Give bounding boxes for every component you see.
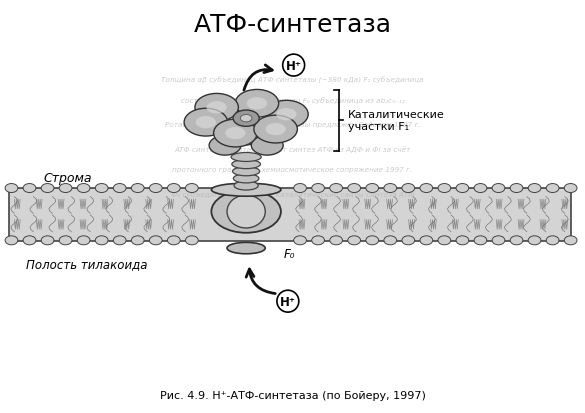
Ellipse shape bbox=[227, 243, 265, 254]
Circle shape bbox=[330, 236, 343, 245]
Circle shape bbox=[384, 184, 397, 193]
Circle shape bbox=[528, 184, 541, 193]
Circle shape bbox=[294, 184, 307, 193]
Ellipse shape bbox=[240, 115, 252, 123]
Circle shape bbox=[402, 236, 415, 245]
Text: Толщина αβ субъединиц АТФ синтетазы (~380 кДа) F₁ субъединица: Толщина αβ субъединиц АТФ синтетазы (~38… bbox=[161, 76, 424, 84]
Circle shape bbox=[330, 184, 343, 193]
Ellipse shape bbox=[233, 167, 260, 176]
Ellipse shape bbox=[196, 117, 216, 129]
Circle shape bbox=[95, 236, 108, 245]
Text: Ф₁ субъединица содержит каталитические сайты синтеза АТФ: Ф₁ субъединица содержит каталитические с… bbox=[171, 191, 414, 198]
Text: H⁺: H⁺ bbox=[280, 295, 296, 308]
Circle shape bbox=[77, 236, 90, 245]
Circle shape bbox=[59, 184, 72, 193]
Ellipse shape bbox=[225, 128, 246, 140]
Circle shape bbox=[23, 236, 36, 245]
Circle shape bbox=[185, 236, 198, 245]
Ellipse shape bbox=[232, 160, 260, 169]
Circle shape bbox=[41, 236, 54, 245]
Circle shape bbox=[113, 236, 126, 245]
Ellipse shape bbox=[266, 123, 286, 136]
Circle shape bbox=[167, 184, 180, 193]
Circle shape bbox=[132, 236, 144, 245]
Text: F₀: F₀ bbox=[284, 248, 295, 261]
Circle shape bbox=[348, 184, 360, 193]
Ellipse shape bbox=[252, 136, 283, 156]
Circle shape bbox=[420, 184, 433, 193]
Circle shape bbox=[528, 236, 541, 245]
Text: Рис. 4.9. Н⁺-АТФ-синтетаза (по Бойеру, 1997): Рис. 4.9. Н⁺-АТФ-синтетаза (по Бойеру, 1… bbox=[160, 390, 425, 400]
Text: протонного градиента хемиосмотическое сопряжение 1997 г.: протонного градиента хемиосмотическое со… bbox=[173, 167, 412, 173]
Circle shape bbox=[185, 184, 198, 193]
Circle shape bbox=[402, 184, 415, 193]
Ellipse shape bbox=[227, 196, 265, 228]
Circle shape bbox=[510, 184, 523, 193]
Circle shape bbox=[456, 184, 469, 193]
Circle shape bbox=[492, 236, 505, 245]
Circle shape bbox=[95, 184, 108, 193]
Text: H⁺: H⁺ bbox=[285, 59, 302, 72]
Ellipse shape bbox=[233, 111, 259, 127]
Circle shape bbox=[77, 184, 90, 193]
Circle shape bbox=[366, 236, 378, 245]
Circle shape bbox=[565, 184, 577, 193]
Text: Строма: Строма bbox=[43, 172, 92, 185]
Circle shape bbox=[167, 236, 180, 245]
Circle shape bbox=[565, 236, 577, 245]
Circle shape bbox=[384, 236, 397, 245]
Ellipse shape bbox=[247, 98, 267, 110]
Text: АТФ синтетаза катализирует синтез АТФ из АДФ и Фi за счёт: АТФ синтетаза катализирует синтез АТФ из… bbox=[174, 146, 411, 153]
Text: Полость тилакоида: Полость тилакоида bbox=[26, 257, 147, 271]
Circle shape bbox=[312, 236, 325, 245]
Circle shape bbox=[149, 236, 162, 245]
Circle shape bbox=[366, 184, 378, 193]
Ellipse shape bbox=[211, 184, 281, 197]
Ellipse shape bbox=[265, 101, 308, 129]
Circle shape bbox=[474, 184, 487, 193]
Circle shape bbox=[59, 236, 72, 245]
Text: Каталитические
участки F₁: Каталитические участки F₁ bbox=[347, 110, 444, 132]
Circle shape bbox=[5, 184, 18, 193]
Ellipse shape bbox=[231, 153, 261, 162]
Circle shape bbox=[546, 236, 559, 245]
Ellipse shape bbox=[209, 136, 241, 156]
Circle shape bbox=[420, 236, 433, 245]
Ellipse shape bbox=[233, 175, 259, 183]
Circle shape bbox=[23, 184, 36, 193]
Circle shape bbox=[312, 184, 325, 193]
Circle shape bbox=[546, 184, 559, 193]
Ellipse shape bbox=[195, 94, 238, 122]
Text: состоит из α₃β₃γδε субъединиц F₀ субъединица из ab₂c₉₋₁₂: состоит из α₃β₃γδε субъединиц F₀ субъеди… bbox=[181, 97, 404, 104]
Text: Ротационный катализ АТФ синтетазы предложен Бойером 1997 г.: Ротационный катализ АТФ синтетазы предло… bbox=[165, 122, 420, 128]
Circle shape bbox=[474, 236, 487, 245]
Ellipse shape bbox=[184, 109, 228, 137]
Ellipse shape bbox=[276, 109, 297, 121]
Circle shape bbox=[438, 236, 451, 245]
Circle shape bbox=[348, 236, 360, 245]
Circle shape bbox=[149, 184, 162, 193]
Circle shape bbox=[132, 184, 144, 193]
Circle shape bbox=[492, 184, 505, 193]
Bar bbox=[9, 188, 570, 241]
Ellipse shape bbox=[235, 90, 278, 118]
Text: АТФ-синтетаза: АТФ-синтетаза bbox=[194, 13, 391, 37]
Circle shape bbox=[438, 184, 451, 193]
Ellipse shape bbox=[211, 191, 281, 233]
Ellipse shape bbox=[254, 116, 297, 144]
Circle shape bbox=[113, 184, 126, 193]
Ellipse shape bbox=[207, 102, 227, 114]
Ellipse shape bbox=[234, 182, 258, 191]
Circle shape bbox=[5, 236, 18, 245]
Circle shape bbox=[510, 236, 523, 245]
Circle shape bbox=[294, 236, 307, 245]
Circle shape bbox=[456, 236, 469, 245]
Ellipse shape bbox=[230, 126, 262, 145]
Circle shape bbox=[41, 184, 54, 193]
Ellipse shape bbox=[214, 120, 257, 147]
